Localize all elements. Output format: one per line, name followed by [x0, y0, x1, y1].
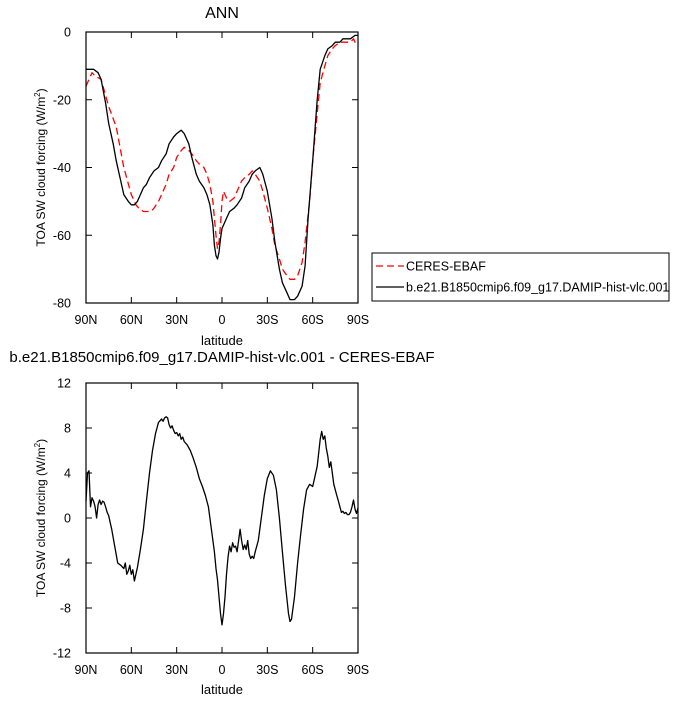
y-tick-label: -4: [60, 557, 71, 571]
y-tick-label: 0: [64, 512, 71, 526]
x-tick-label: 30N: [165, 313, 188, 327]
y-tick-label: -8: [60, 602, 71, 616]
y-tick-label: -20: [53, 93, 71, 107]
bottom-panel: b.e21.B1850cmip6.f09_g17.DAMIP-hist-vlc.…: [9, 349, 434, 697]
y-tick-label: 12: [57, 377, 71, 391]
legend: CERES-EBAF b.e21.B1850cmip6.f09_g17.DAMI…: [371, 252, 670, 302]
top-panel-ylabel-close: ): [34, 88, 48, 92]
series-line-0: [85, 416, 359, 626]
top-panel-xlabel: latitude: [201, 333, 243, 348]
top-panel-ylabel: TOA SW cloud forcing (W/m2): [33, 88, 48, 246]
y-tick-label: 4: [64, 467, 71, 481]
top-panel-ylabel-base: TOA SW cloud forcing (W/m: [34, 97, 48, 247]
x-tick-label: 60N: [120, 313, 143, 327]
legend-box: [371, 252, 670, 302]
legend-label-model: b.e21.B1850cmip6.f09_g17.DAMIP-hist-vlc.…: [406, 281, 669, 295]
x-tick-label: 90N: [75, 663, 98, 677]
bottom-panel-ticks: 90N 60N 30N 0 30S 60S 90S 12 8 4 0 -4 -8 -12: [53, 377, 369, 678]
top-panel-series: [85, 34, 359, 301]
x-tick-label: 90S: [347, 313, 369, 327]
x-tick-label: 60N: [120, 663, 143, 677]
x-tick-label: 60S: [302, 313, 324, 327]
bottom-panel-title: b.e21.B1850cmip6.f09_g17.DAMIP-hist-vlc.…: [9, 349, 434, 366]
x-tick-label: 30S: [256, 663, 278, 677]
legend-label-ceres: CERES-EBAF: [406, 260, 486, 274]
series-line-0: [85, 38, 359, 280]
series-line-1: [86, 34, 358, 301]
bottom-panel-series: [85, 416, 359, 626]
top-panel-ticks: 90N 60N 30N 0 30S 60S 90S 0 -20 -40 -60 -80: [53, 26, 369, 328]
bottom-panel-xlabel: latitude: [201, 682, 243, 697]
y-tick-label: -12: [53, 647, 71, 661]
x-tick-label: 60S: [302, 663, 324, 677]
x-tick-label: 90S: [347, 663, 369, 677]
bottom-panel-frame: [85, 382, 359, 654]
x-tick-label: 90N: [75, 313, 98, 327]
y-tick-label: 0: [64, 26, 71, 40]
bottom-panel-ylabel-base: TOA SW cloud forcing (W/m: [34, 447, 48, 597]
bottom-panel-ylabel: TOA SW cloud forcing (W/m2): [33, 439, 48, 597]
x-tick-label: 30N: [165, 663, 188, 677]
x-tick-label: 0: [219, 663, 226, 677]
bottom-panel-ylabel-sup: 2: [33, 442, 42, 447]
top-panel: ANN 90N 60N 30N 0 30S 60S 90S 0 -20 -40 -60 -80 lat…: [33, 5, 369, 348]
x-tick-label: 0: [219, 313, 226, 327]
y-tick-label: -40: [53, 161, 71, 175]
top-panel-ylabel-sup: 2: [33, 92, 42, 97]
bottom-panel-ylabel-close: ): [34, 439, 48, 443]
y-tick-label: -80: [53, 297, 71, 311]
top-panel-frame: [85, 31, 359, 304]
top-panel-title: ANN: [205, 5, 239, 22]
x-tick-label: 30S: [256, 313, 278, 327]
y-tick-label: -60: [53, 229, 71, 243]
y-tick-label: 8: [64, 422, 71, 436]
